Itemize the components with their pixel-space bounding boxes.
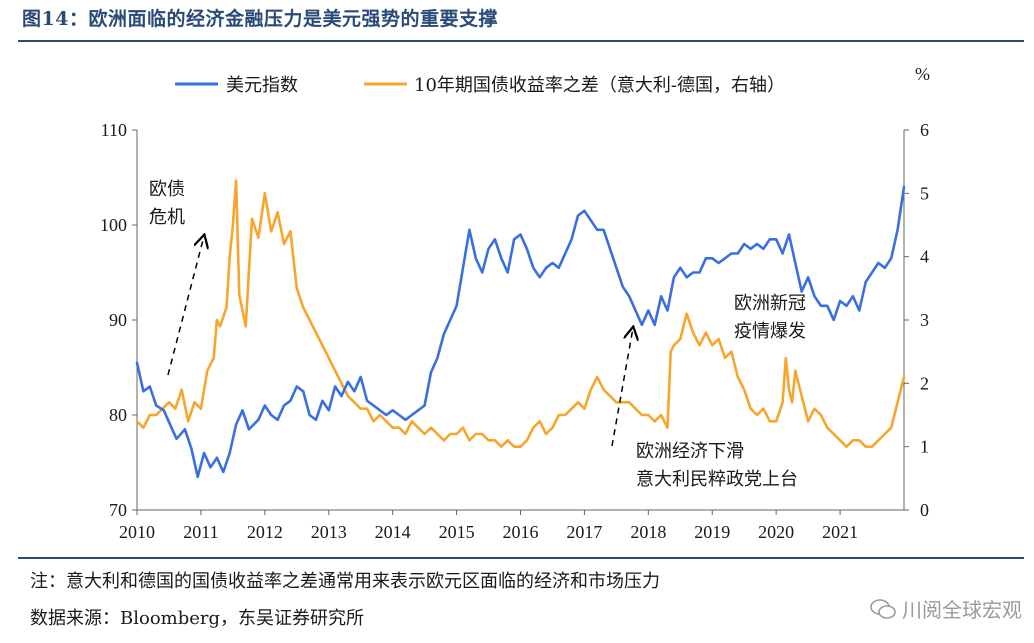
watermark: 川阅全球宏观 <box>870 594 1022 623</box>
annotation-slowdown-line1: 欧洲经济下滑 <box>636 441 744 462</box>
data-source: 数据来源：Bloomberg，东吴证券研究所 <box>30 608 365 629</box>
x-tick-label: 2019 <box>694 522 730 542</box>
figure-title: 图14：欧洲面临的经济金融压力是美元强势的重要支撑 <box>22 8 498 30</box>
legend: 美元指数 10年期国债收益率之差（意大利-德国，右轴） <box>175 75 785 96</box>
arrow-euro-debt-crisis <box>167 236 204 376</box>
legend-label-spread: 10年期国债收益率之差（意大利-德国，右轴） <box>414 75 785 96</box>
annotation-euro-debt-line2: 危机 <box>149 207 185 228</box>
left-tick-label: 70 <box>109 500 127 520</box>
x-tick-label: 2013 <box>311 522 347 542</box>
left-tick-label: 80 <box>109 405 127 425</box>
left-tick-label: 90 <box>109 310 127 330</box>
series-line-spread <box>135 179 906 449</box>
title-rule <box>18 40 1024 42</box>
annotation-slowdown-line2: 意大利民粹政党上台 <box>636 469 798 490</box>
x-tick-label: 2018 <box>630 522 666 542</box>
annotation-covid-line1: 欧洲新冠 <box>734 293 806 314</box>
x-tick-label: 2020 <box>758 522 794 542</box>
right-tick-label: 4 <box>920 247 929 267</box>
right-tick-label: 2 <box>920 373 929 393</box>
x-tick-label: 2011 <box>183 522 218 542</box>
line-chart: 美元指数 10年期国债收益率之差（意大利-德国，右轴） % 70 80 90 100 1… <box>100 64 930 542</box>
right-tick-label: 3 <box>920 310 929 330</box>
x-tick-label: 2015 <box>439 522 475 542</box>
x-tick-label: 2016 <box>503 522 539 542</box>
x-tick-label: 2021 <box>822 522 858 542</box>
footer-rule <box>18 557 1024 559</box>
right-tick-label: 5 <box>920 183 929 203</box>
right-tick-label: 1 <box>920 437 929 457</box>
series-line-usd-index <box>135 185 906 479</box>
x-tick-label: 2014 <box>375 522 411 542</box>
wechat-icon <box>870 598 896 619</box>
chart-note: 注：意大利和德国的国债收益率之差通常用来表示欧元区面临的经济和市场压力 <box>30 571 660 592</box>
x-tick-label: 2012 <box>247 522 283 542</box>
x-tick-label: 2017 <box>566 522 602 542</box>
annotation-arrows <box>167 236 633 447</box>
annotation-euro-debt-line1: 欧债 <box>149 179 185 200</box>
watermark-text: 川阅全球宏观 <box>902 598 1022 622</box>
left-tick-label: 110 <box>101 120 127 140</box>
right-axis-unit: % <box>915 64 930 84</box>
right-tick-label: 0 <box>920 500 929 520</box>
legend-label-usd-index: 美元指数 <box>226 75 298 96</box>
arrow-euro-slowdown <box>611 328 633 447</box>
left-tick-label: 100 <box>100 215 127 235</box>
x-tick-label: 2010 <box>119 522 155 542</box>
right-tick-label: 6 <box>920 120 929 140</box>
annotation-covid-line2: 疫情爆发 <box>734 321 806 342</box>
series-lines <box>135 179 906 479</box>
